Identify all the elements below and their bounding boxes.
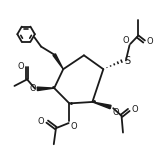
Text: O: O — [122, 36, 129, 45]
Polygon shape — [53, 54, 63, 69]
Text: O: O — [29, 84, 36, 93]
Text: O: O — [37, 117, 44, 126]
Text: O: O — [147, 37, 153, 46]
Text: O: O — [70, 122, 77, 131]
Polygon shape — [37, 87, 54, 91]
Text: O: O — [131, 105, 138, 114]
Text: S: S — [125, 56, 131, 66]
Polygon shape — [92, 102, 111, 109]
Text: O: O — [17, 62, 24, 71]
Text: O: O — [112, 108, 119, 117]
